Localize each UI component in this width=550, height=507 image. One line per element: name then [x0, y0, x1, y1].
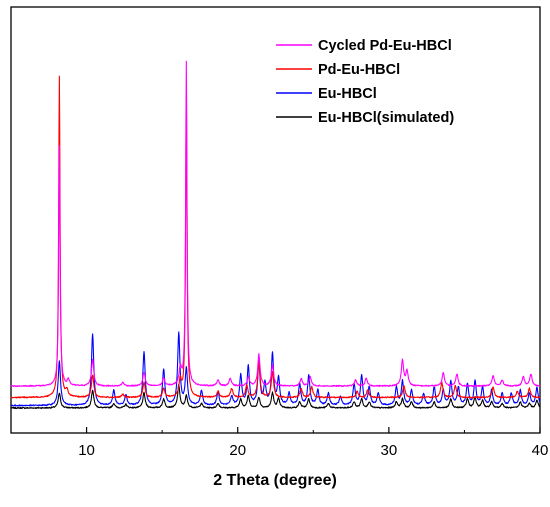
- legend-label: Pd-Eu-HBCl: [318, 62, 400, 78]
- x-tick-label: 20: [229, 442, 246, 459]
- legend: Cycled Pd-Eu-HBCl Pd-Eu-HBCl Eu-HBCl Eu-HBC…: [276, 38, 454, 126]
- x-tick-label: 30: [381, 442, 398, 459]
- series-line-0: [10, 60, 541, 388]
- x-axis-ticks: 10 20 30 40: [78, 427, 548, 459]
- legend-label: Eu-HBCl: [318, 86, 377, 102]
- x-tick-label: 10: [78, 442, 95, 459]
- legend-label: Cycled Pd-Eu-HBCl: [318, 38, 452, 54]
- series-line-2: [10, 331, 541, 407]
- plot-frame: [10, 6, 541, 434]
- legend-label: Eu-HBCl(simulated): [318, 110, 454, 126]
- series-layer: [10, 60, 541, 410]
- x-axis-title: 2 Theta (degree): [213, 472, 337, 489]
- series-line-3: [10, 383, 541, 410]
- series-line-1: [10, 75, 541, 399]
- x-tick-label: 40: [532, 442, 549, 459]
